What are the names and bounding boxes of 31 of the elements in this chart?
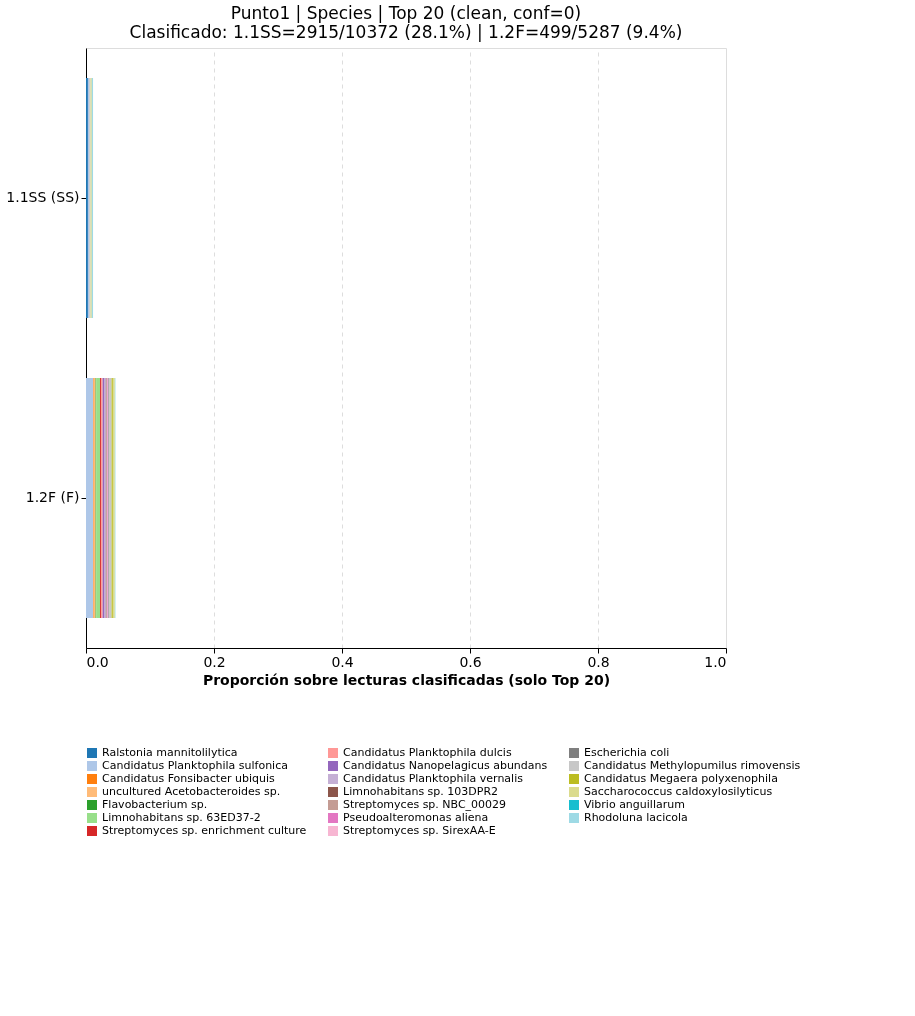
x-tick-label: 0.2 <box>203 653 226 670</box>
x-tick-label: 1.0 <box>704 653 727 670</box>
legend-label: Streptomyces sp. enrichment culture <box>102 824 307 837</box>
x-axis-title: Proporción sobre lecturas clasificadas (solo Top 20) <box>202 671 611 688</box>
legend-label: Candidatus Planktophila dulcis <box>343 746 512 759</box>
legend-label: Candidatus Planktophila vernalis <box>343 772 524 785</box>
x-tick-label: 0.8 <box>587 653 610 670</box>
legend-label: Candidatus Fonsibacter ubiquis <box>102 772 275 785</box>
legend-label: Pseudoalteromonas aliena <box>343 811 489 824</box>
legend-label: Streptomyces sp. SirexAA-E <box>343 824 496 837</box>
legend-label: Candidatus Planktophila sulfonica <box>102 759 288 772</box>
legend-label: Flavobacterium sp. <box>102 798 208 811</box>
legend-label: Ralstonia mannitolilytica <box>102 746 238 759</box>
y-tick-label: 1.2F (F) <box>25 489 80 505</box>
legend-label: Limnohabitans sp. 103DPR2 <box>343 785 499 798</box>
legend-label: Vibrio anguillarum <box>584 798 685 811</box>
legend-label: uncultured Acetobacteroides sp. <box>102 785 281 798</box>
legend-label: Escherichia coli <box>584 746 670 759</box>
x-tick-label: 0.6 <box>459 653 482 670</box>
legend-label: Streptomyces sp. NBC_00029 <box>343 798 507 811</box>
legend-label: Candidatus Megaera polyxenophila <box>584 772 778 785</box>
x-tick-label: 0.4 <box>331 653 354 670</box>
legend-label: Candidatus Methylopumilus rimovensis <box>584 759 801 772</box>
legend-label: Limnohabitans sp. 63ED37-2 <box>102 811 261 824</box>
x-tick-label: 0.0 <box>86 653 109 670</box>
legend-label: Candidatus Nanopelagicus abundans <box>343 759 548 772</box>
chart-subtitle: Clasificado: 1.1SS=2915/10372 (28.1%) | 1.2F=499/5287 (9.4%) <box>129 22 683 42</box>
y-tick-label: 1.1SS (SS) <box>6 189 80 205</box>
legend-label: Rhodoluna lacicola <box>584 811 688 824</box>
chart-title: Punto1 | Species | Top 20 (clean, conf=0) <box>230 3 582 23</box>
legend-label: Saccharococcus caldoxylosilyticus <box>584 785 773 798</box>
